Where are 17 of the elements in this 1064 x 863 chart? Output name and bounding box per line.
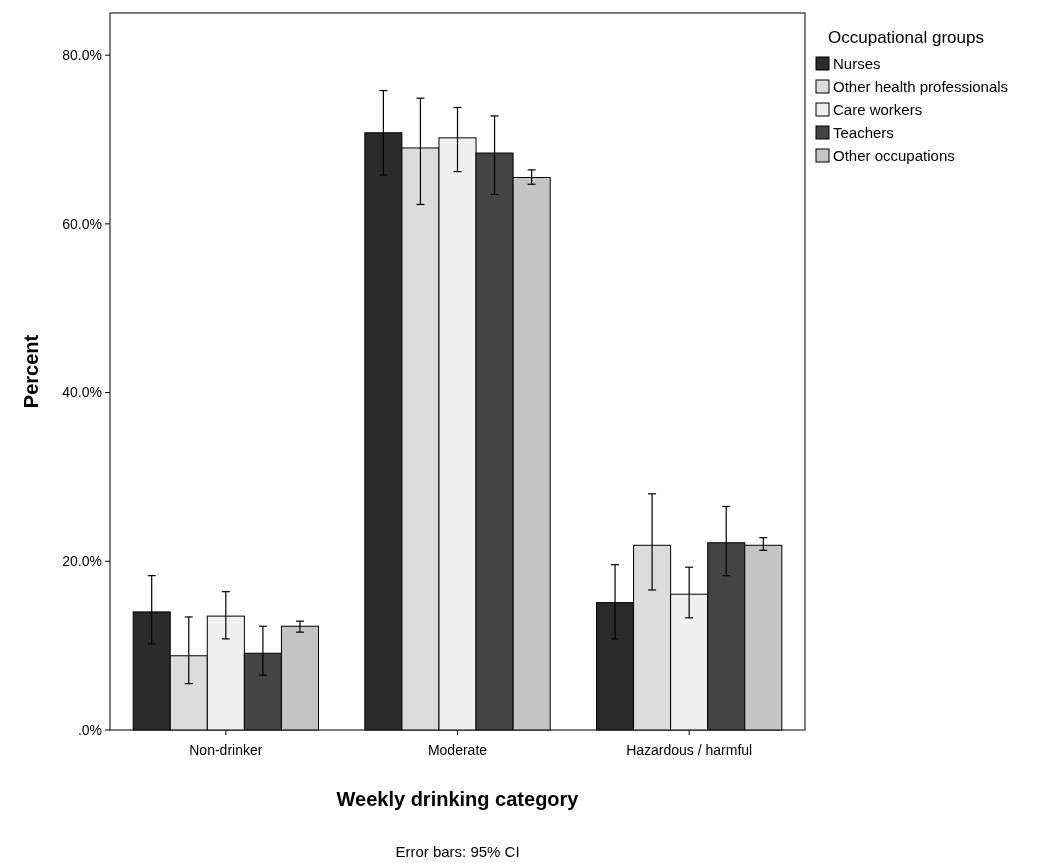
x-tick-label: Moderate <box>427 742 488 758</box>
y-tick-label: 40.0% <box>62 384 102 401</box>
x-tick-label: Hazardous / harmful <box>626 742 753 758</box>
legend-label: Teachers <box>833 124 894 141</box>
y-tick-label: 80.0% <box>62 47 102 64</box>
text: Error bars: 95% CI <box>395 843 520 860</box>
legend-label: Other occupations <box>833 147 955 164</box>
legend-label: Care workers <box>833 101 923 118</box>
y-tick-label: .0% <box>77 721 102 738</box>
legend-label: Other health professionals <box>833 78 1009 95</box>
legend-label: Nurses <box>833 55 881 72</box>
x-tick-label: Non-drinker <box>189 742 263 758</box>
y-axis-title: Percent <box>20 334 42 409</box>
y-tick-label: 60.0% <box>62 215 102 232</box>
legend-title: Occupational groups <box>828 28 984 47</box>
x-axis-title: Weekly drinking category <box>336 788 580 810</box>
y-tick-label: 20.0% <box>62 553 102 570</box>
